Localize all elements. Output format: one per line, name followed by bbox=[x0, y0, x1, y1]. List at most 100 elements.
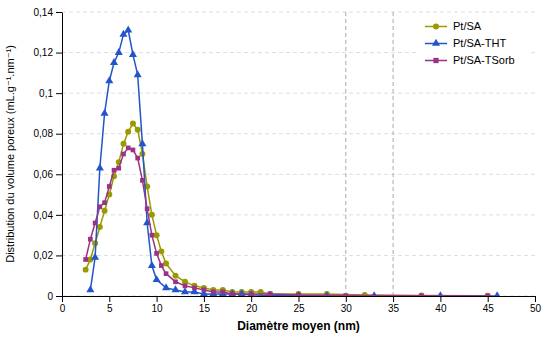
data-point bbox=[115, 48, 123, 55]
tick-label: 50 bbox=[530, 303, 542, 314]
data-point bbox=[419, 293, 424, 296]
data-point bbox=[130, 121, 136, 127]
tick-mark bbox=[56, 134, 62, 135]
x-axis-title: Diamètre moyen (nm) bbox=[237, 319, 360, 333]
data-point bbox=[145, 206, 150, 211]
legend-item: Pt/SA-THT bbox=[425, 37, 506, 49]
tick-mark bbox=[488, 296, 489, 302]
data-point bbox=[485, 293, 491, 296]
tick-label: 0,06 bbox=[34, 169, 54, 180]
tick-mark bbox=[109, 296, 110, 302]
legend: Pt/SA Pt/SA-THT Pt/SA-TSorb bbox=[419, 14, 531, 71]
tick: 45 bbox=[483, 296, 495, 314]
data-point bbox=[153, 275, 161, 282]
chart-svg: 0510152025303540455000,020,040,060,080,1… bbox=[0, 0, 549, 338]
data-point bbox=[121, 141, 127, 147]
grid-line bbox=[62, 255, 535, 256]
tick-mark bbox=[204, 296, 205, 302]
data-point bbox=[83, 257, 88, 262]
data-point bbox=[171, 285, 179, 292]
data-point bbox=[230, 292, 235, 296]
reference-lines bbox=[346, 12, 393, 296]
tick-label: 20 bbox=[246, 303, 258, 314]
data-point bbox=[124, 26, 132, 33]
tick-label: 0,1 bbox=[39, 88, 53, 99]
legend-label: Pt/SA bbox=[453, 20, 482, 32]
tick: 25 bbox=[293, 296, 305, 314]
y-axis-title: Distribution du volume poreux (mL.g⁻¹.nm… bbox=[4, 45, 16, 263]
tick-mark bbox=[56, 93, 62, 94]
tick-label: 35 bbox=[388, 303, 400, 314]
data-point bbox=[162, 283, 170, 290]
tick: 0 bbox=[47, 291, 62, 302]
legend-symbol bbox=[433, 24, 439, 30]
data-point bbox=[131, 148, 136, 153]
tick-mark bbox=[56, 215, 62, 216]
tick: 20 bbox=[246, 296, 258, 314]
data-point bbox=[135, 127, 141, 133]
data-point bbox=[105, 76, 113, 83]
tick: 0,08 bbox=[34, 128, 62, 139]
tick-label: 25 bbox=[293, 303, 305, 314]
data-point bbox=[154, 232, 160, 238]
tick: 0,14 bbox=[34, 7, 62, 18]
data-point bbox=[97, 204, 102, 209]
tick: 50 bbox=[530, 296, 542, 314]
data-point bbox=[116, 166, 121, 171]
series bbox=[83, 121, 491, 296]
tick-mark bbox=[251, 296, 252, 302]
tick-mark bbox=[535, 296, 536, 302]
grid-line bbox=[62, 214, 535, 215]
data-point bbox=[91, 253, 99, 260]
tick: 30 bbox=[341, 296, 353, 314]
tick-mark bbox=[440, 296, 441, 302]
legend-item: Pt/SA bbox=[425, 20, 482, 32]
data-point bbox=[110, 58, 118, 65]
legend-background bbox=[419, 14, 531, 71]
grid-line bbox=[62, 133, 535, 134]
legend-label: Pt/SA-THT bbox=[453, 37, 506, 49]
tick-label: 40 bbox=[435, 303, 447, 314]
data-point bbox=[97, 224, 103, 230]
tick-label: 0 bbox=[47, 291, 53, 302]
tick-mark bbox=[157, 296, 158, 302]
data-point bbox=[96, 164, 104, 171]
data-point bbox=[238, 289, 246, 296]
grid-line bbox=[62, 174, 535, 175]
data-point bbox=[163, 261, 169, 267]
tick-mark bbox=[56, 174, 62, 175]
data-point bbox=[268, 292, 273, 296]
data-point bbox=[485, 294, 490, 296]
tick: 0,04 bbox=[34, 210, 62, 221]
data-point bbox=[173, 273, 179, 279]
tick: 40 bbox=[435, 296, 447, 314]
tick-mark bbox=[393, 296, 394, 302]
legend-item: Pt/SA-TSorb bbox=[425, 54, 515, 66]
series bbox=[83, 146, 490, 296]
data-point bbox=[102, 200, 107, 205]
tick-label: 0,12 bbox=[34, 47, 54, 58]
data-point bbox=[211, 290, 216, 295]
data-point bbox=[140, 178, 145, 183]
tick: 15 bbox=[199, 296, 211, 314]
data-point bbox=[138, 139, 146, 146]
data-point bbox=[121, 152, 126, 157]
data-point bbox=[126, 146, 131, 151]
data-point bbox=[107, 184, 112, 189]
y-axis: 0 0,02 0,04 0,06 0,08 0,1 0,12 0,14 bbox=[34, 7, 63, 302]
data-point bbox=[158, 248, 164, 254]
data-point bbox=[296, 293, 301, 296]
data-point bbox=[88, 237, 93, 242]
data-point bbox=[86, 285, 94, 292]
data-point bbox=[220, 290, 225, 295]
tick-label: 0,14 bbox=[34, 7, 54, 18]
grid bbox=[62, 12, 535, 296]
axis-line bbox=[62, 13, 63, 297]
tick-mark bbox=[56, 53, 62, 54]
tick-label: 0,02 bbox=[34, 250, 54, 261]
data-point bbox=[249, 292, 254, 296]
data-point bbox=[135, 156, 140, 161]
data-point bbox=[173, 279, 178, 284]
tick-label: 0,04 bbox=[34, 210, 54, 221]
chart-container: 0510152025303540455000,020,040,060,080,1… bbox=[0, 0, 549, 338]
